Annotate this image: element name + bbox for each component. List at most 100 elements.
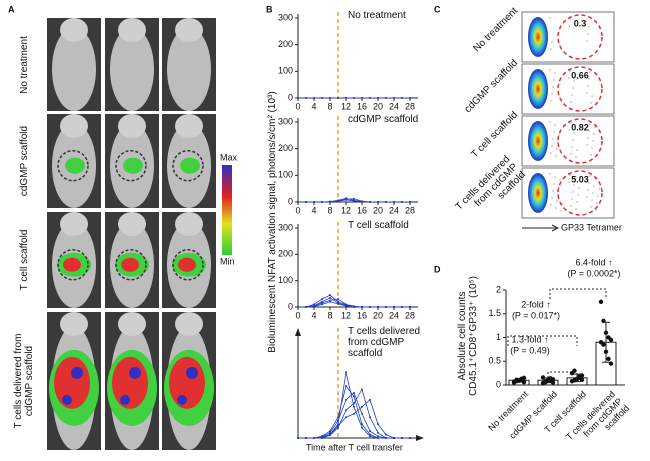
point [608, 361, 614, 366]
y-tick-label: 0.5 [488, 356, 501, 366]
dot [587, 33, 589, 35]
x-axis-label: Time after T cell transfer [306, 442, 403, 452]
dot [591, 199, 593, 201]
point [337, 302, 339, 305]
p-value: (P = 0.49) [510, 345, 550, 355]
dot [570, 153, 572, 155]
dot [570, 101, 572, 103]
x-tick-label: 20 [373, 310, 383, 320]
signal [178, 257, 196, 272]
x-tick-label: 24 [389, 310, 399, 320]
dot [569, 18, 571, 20]
x-tick-label: 4 [311, 101, 316, 111]
x-tick-label: 8 [327, 310, 332, 320]
dot [590, 206, 592, 208]
dot [589, 175, 591, 177]
y-tick-label: 100 [278, 66, 293, 76]
fold-change: 6.4-fold ↑ [575, 257, 612, 267]
point [401, 306, 403, 308]
point [369, 398, 371, 401]
gate [557, 170, 603, 216]
point [313, 201, 315, 203]
mouse-head [118, 114, 146, 138]
mouse-head [118, 18, 146, 42]
point [305, 201, 307, 203]
dot [572, 139, 574, 141]
gate-value: 0.66 [571, 70, 589, 80]
scale-min: Min [220, 256, 235, 266]
dot [575, 156, 577, 158]
mouse-head [60, 18, 88, 42]
point [377, 201, 379, 203]
point [353, 405, 355, 408]
point [313, 303, 315, 306]
dot [555, 207, 557, 209]
dot [579, 180, 581, 182]
dot [594, 126, 596, 128]
point [361, 426, 363, 429]
signal [186, 366, 198, 379]
gate [557, 14, 603, 60]
point [353, 412, 355, 415]
x-tick-label: 16 [357, 101, 367, 111]
dot [588, 130, 590, 132]
dot [575, 208, 577, 210]
dot [568, 181, 570, 183]
dot [591, 95, 593, 97]
signal [177, 394, 187, 405]
dot [586, 40, 588, 42]
panel-label: A [8, 4, 15, 14]
point [577, 374, 582, 379]
x-tick-label: 8 [327, 205, 332, 215]
point [337, 424, 339, 427]
x-tick-label: 16 [357, 310, 367, 320]
y-tick-label: 200 [278, 249, 293, 259]
point [608, 337, 614, 343]
bracket [547, 371, 578, 382]
point [345, 198, 347, 201]
mouse-head [118, 212, 146, 236]
dot [553, 131, 555, 133]
point [321, 97, 323, 99]
point [337, 419, 339, 422]
dot [591, 147, 593, 149]
x-tick-label: 28 [405, 101, 415, 111]
dot [552, 138, 554, 140]
dot [589, 123, 591, 125]
point [305, 437, 307, 439]
gate-value: 0.82 [571, 122, 589, 132]
y-tick-label: 1.5 [488, 308, 501, 318]
x-tick-label: 28 [405, 205, 415, 215]
point [345, 303, 347, 306]
mouse [52, 27, 96, 111]
mouse-head [60, 114, 88, 138]
point [361, 412, 363, 415]
mouse-head [118, 312, 146, 336]
dot [556, 148, 558, 150]
point [601, 342, 606, 347]
y-tick-label: 0 [288, 196, 293, 206]
dot [558, 134, 560, 136]
point [385, 201, 387, 203]
dot [569, 174, 571, 176]
x-tick-label: 20 [373, 101, 383, 111]
dot [569, 122, 571, 124]
dot [578, 187, 580, 189]
point [377, 97, 379, 99]
point [345, 398, 347, 401]
y-tick-label: 200 [278, 39, 293, 49]
point [313, 437, 315, 439]
point [369, 97, 371, 99]
point [401, 201, 403, 203]
dot [586, 92, 588, 94]
fold-change: 2-fold ↑ [521, 299, 551, 309]
x-tick-label: 0 [295, 310, 300, 320]
point [329, 431, 331, 434]
dot [554, 124, 556, 126]
chart-title: T cell scaffold [348, 220, 409, 231]
point [377, 437, 379, 439]
dot [550, 100, 552, 102]
y-tick-label: 300 [278, 12, 293, 22]
signal [121, 257, 139, 272]
